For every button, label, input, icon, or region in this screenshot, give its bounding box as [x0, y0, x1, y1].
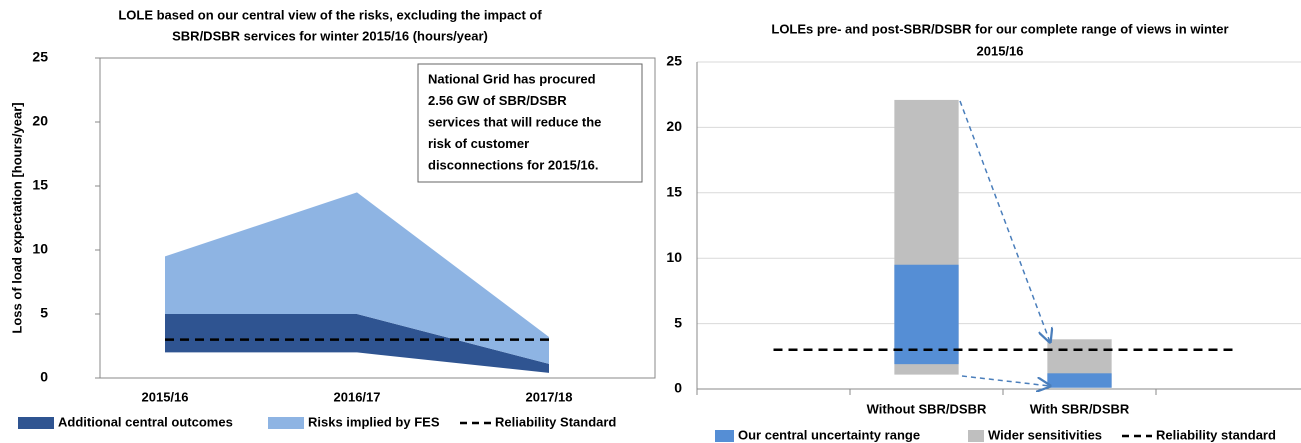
legend-label: Risks implied by FES [308, 414, 440, 429]
y-tick-label: 0 [40, 369, 48, 385]
y-tick-label: 15 [32, 177, 48, 193]
x-tick-label: 2016/17 [334, 389, 381, 404]
legend-swatch [715, 430, 734, 442]
annotation: 2.56 GW of SBR/DSBR [428, 93, 567, 108]
annotation: risk of customer [428, 136, 529, 151]
legend-label: Reliability Standard [495, 414, 616, 429]
y-tick-label: 20 [666, 118, 682, 134]
chart-title: SBR/DSBR services for winter 2015/16 (ho… [172, 28, 488, 43]
area-band [165, 192, 549, 364]
chart-title: LOLEs pre- and post-SBR/DSBR for our com… [771, 21, 1228, 36]
chart-title: LOLE based on our central view of the ri… [118, 7, 542, 22]
y-tick-label: 10 [32, 241, 48, 257]
y-tick-label: 20 [32, 113, 48, 129]
y-tick-label: 10 [666, 249, 682, 265]
x-tick-label: With SBR/DSBR [1030, 401, 1130, 416]
y-tick-label: 15 [666, 184, 682, 200]
annotation: disconnections for 2015/16. [428, 157, 599, 172]
arrow [959, 100, 1050, 342]
y-tick-label: 5 [674, 314, 682, 330]
legend-label: Wider sensitivities [988, 427, 1102, 442]
legend-label: Our central uncertainty range [738, 427, 920, 442]
annotation: National Grid has procured [428, 71, 596, 86]
bar [894, 264, 959, 365]
charts: LOLE based on our central view of the ri… [9, 7, 1301, 442]
x-tick-label: Without SBR/DSBR [867, 401, 987, 416]
chart-title: 2015/16 [977, 43, 1024, 58]
legend-swatch [18, 417, 54, 429]
area-band [165, 314, 549, 373]
bar [1047, 373, 1112, 388]
arrow [961, 375, 1050, 386]
annotation: services that will reduce the [428, 114, 601, 129]
y-tick-label: 0 [674, 380, 682, 396]
x-tick-label: 2015/16 [142, 389, 189, 404]
legend-swatch [968, 430, 984, 442]
legend-label: Reliability standard [1156, 427, 1276, 442]
plot-frame [99, 57, 656, 379]
x-tick-label: 2017/18 [526, 389, 573, 404]
annotation-box [417, 63, 643, 183]
y-tick-label: 25 [32, 49, 48, 65]
y-tick-label: 5 [40, 305, 48, 321]
legend-label: Additional central outcomes [58, 414, 233, 429]
y-tick-label: 25 [666, 53, 682, 69]
legend-swatch [268, 417, 304, 429]
y-axis-label: Loss of load expectation [hours/year] [9, 102, 24, 333]
